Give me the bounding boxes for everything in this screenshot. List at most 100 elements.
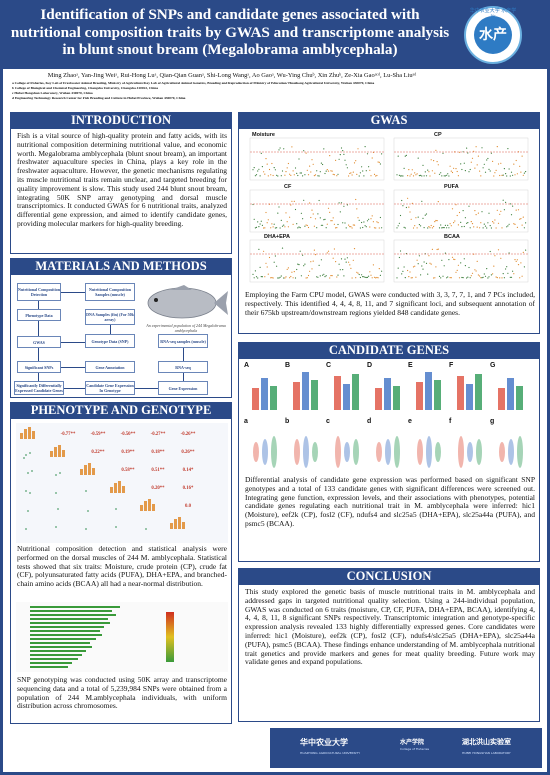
expression-violin [344,442,350,462]
manhattan-point [487,157,489,160]
manhattan-point [358,219,360,221]
manhattan-point [335,261,337,263]
genotype-bar [375,388,382,410]
manhattan-point [351,227,353,229]
manhattan-point [353,224,356,226]
footer-logos [270,728,542,768]
manhattan-panel [249,137,529,283]
manhattan-point [475,270,477,272]
manhattan-point [412,227,415,229]
manhattan-point [471,223,474,225]
manhattan-point [475,146,477,148]
manhattan-point [306,169,308,171]
manhattan-point [329,211,331,213]
manhattan-point [397,155,399,157]
manhattan-point [447,224,449,226]
manhattan-point [346,204,348,206]
manhattan-point [309,165,311,167]
manhattan-point [477,212,479,214]
manhattan-point [475,214,477,216]
manhattan-point [501,174,503,176]
manhattan-point [263,171,265,173]
manhattan-frame [249,239,385,283]
manhattan-point [407,269,409,272]
lab-logo-text: 湖北洪山实验室 [462,738,511,746]
manhattan-point [423,227,425,229]
manhattan-point [523,227,525,229]
manhattan-point [322,224,324,226]
expression-violin [253,442,259,462]
manhattan-point [313,175,315,177]
manhattan-point [420,274,422,276]
manhattan-point [522,216,524,218]
manhattan-point [505,268,507,270]
manhattan-point [460,221,462,223]
manhattan-point [361,274,363,276]
manhattan-point [302,175,304,177]
manhattan-point [312,260,314,262]
manhattan-point [280,219,282,221]
manhattan-point [338,263,340,265]
manhattan-point [512,174,514,176]
manhattan-point [281,225,284,227]
manhattan-point [422,268,424,270]
expression-violin [499,442,505,462]
title-banner [3,3,547,69]
corr-value: 0.58** [121,468,135,473]
manhattan-point [299,172,301,174]
panel-letter: b [285,418,290,425]
manhattan-point [458,151,461,153]
manhattan-point [349,226,351,228]
manhattan-point [259,175,261,177]
genotype-bar-plots [252,372,523,468]
manhattan-point [312,213,314,215]
manhattan-point [523,266,525,268]
panel-letter: A [244,362,250,369]
manhattan-point [265,211,267,214]
manhattan-point [280,275,282,277]
manhattan-point [305,277,307,279]
manhattan-point [277,212,279,214]
manhattan-point [340,202,343,204]
manhattan-point [488,168,490,170]
manhattan-point [368,275,370,277]
manhattan-point [488,212,490,214]
manhattan-point [506,266,508,268]
manhattan-point [372,264,374,266]
manhattan-point [272,226,274,228]
manhattan-point [253,218,255,220]
manhattan-point [287,162,289,165]
manhattan-point [410,218,412,220]
manhattan-point [324,218,326,220]
flow-arrow [61,292,85,293]
manhattan-point [496,277,498,279]
manhattan-point [464,217,466,219]
manhattan-point [318,264,320,266]
manhattan-point [429,175,431,177]
manhattan-point [516,226,518,228]
manhattan-frame [393,239,529,283]
expression-violin [394,436,400,468]
manhattan-point [257,221,259,223]
manhattan-point [277,277,279,279]
expression-violin [435,442,441,462]
manhattan-point [457,175,459,177]
manhattan-frame [249,189,385,233]
manhattan-point [277,175,279,177]
manhattan-point [495,227,497,229]
panel-letter: D [367,362,373,369]
manhattan-point [333,223,335,225]
manhattan-point [399,175,402,177]
manhattan-point [307,174,310,176]
flow-rna-samples: RNA-seq samples (muscle) [158,334,208,348]
conclusion-heading: CONCLUSION [238,568,540,585]
expression-violin [417,439,423,465]
manhattan-point [363,175,365,177]
manhattan-point [509,276,511,278]
manhattan-point [314,218,317,220]
manhattan-point [404,227,406,229]
manhattan-point [319,217,321,219]
manhattan-point [381,153,383,155]
manhattan-point [253,167,255,169]
conclusion-box [238,568,540,722]
